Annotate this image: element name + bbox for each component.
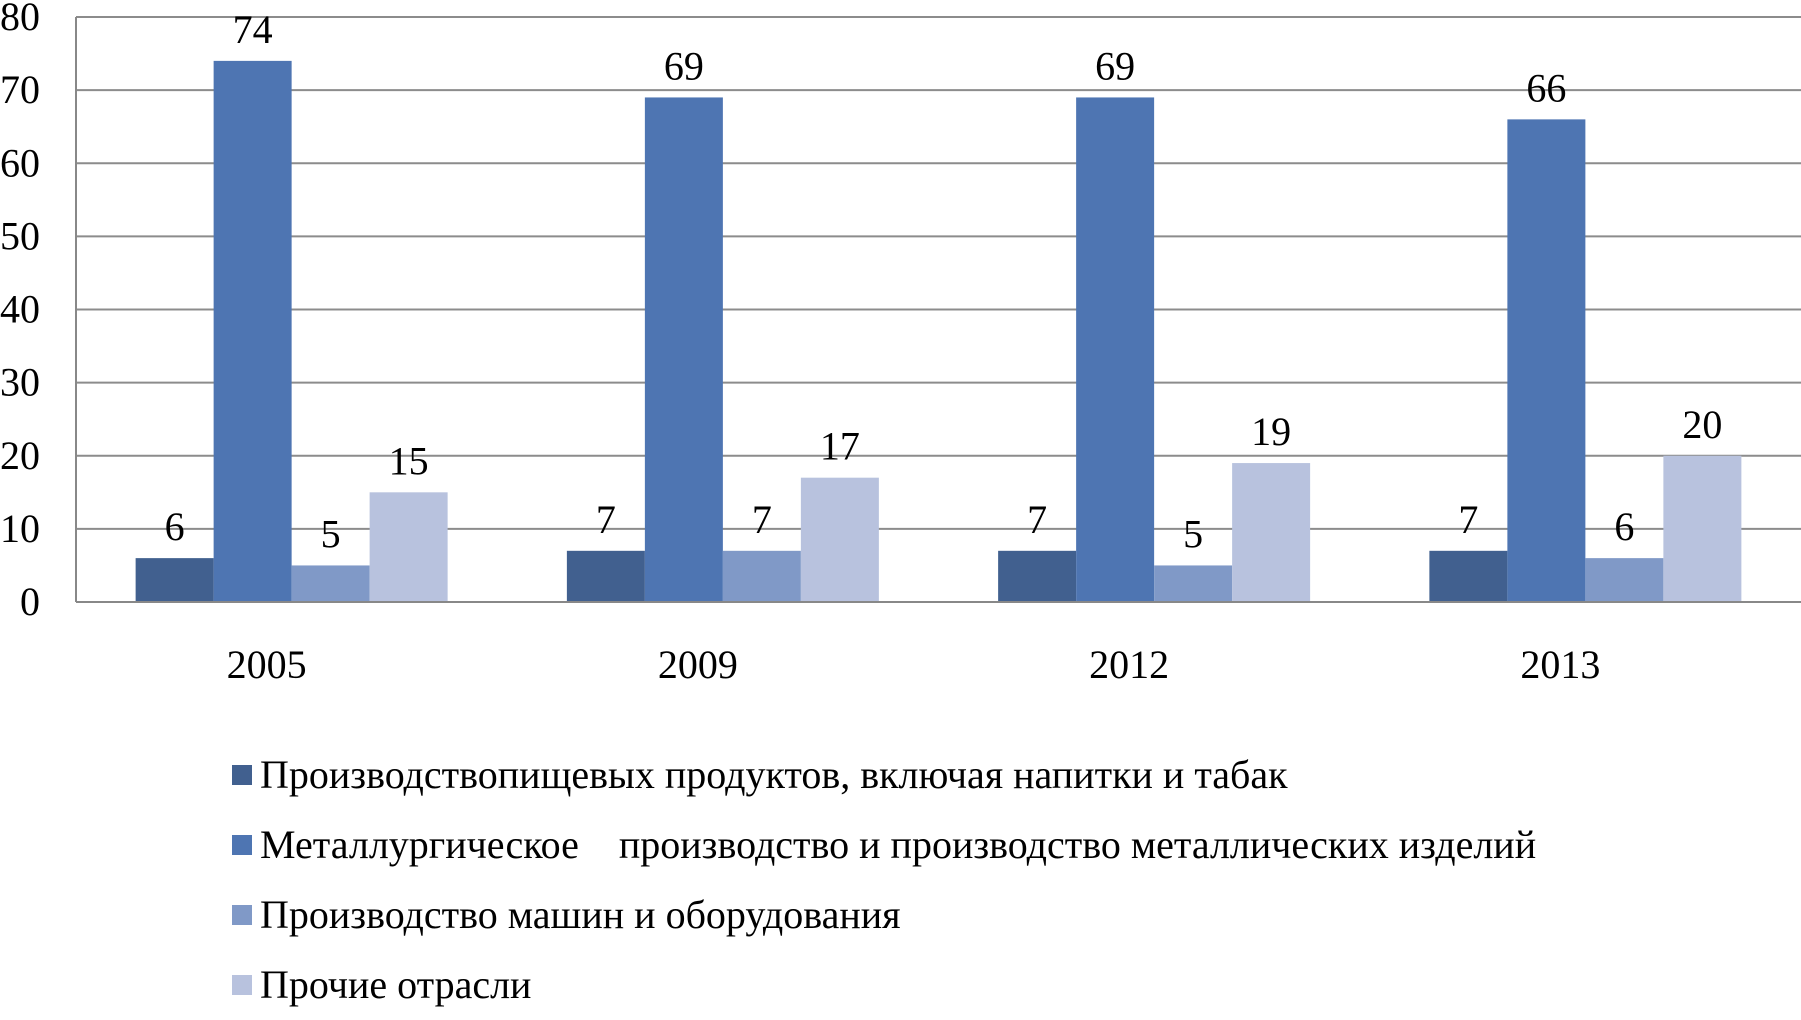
x-category-label-2005: 2005 xyxy=(227,642,307,687)
legend-item-machinery: Производство машин и оборудования xyxy=(232,880,1536,950)
y-tick-label-50: 50 xyxy=(0,213,40,258)
data-label-2013-series-4: 20 xyxy=(1682,402,1722,447)
bar-2013-series-3 xyxy=(1585,558,1664,602)
bar-2012-series-4 xyxy=(1232,463,1311,602)
data-label-2013-series-2: 66 xyxy=(1526,65,1566,110)
legend-swatch-other xyxy=(232,975,252,995)
bar-2005-series-4 xyxy=(369,492,448,602)
data-label-2005-series-1: 6 xyxy=(165,504,185,549)
data-label-2009-series-1: 7 xyxy=(596,497,616,542)
data-label-2013-series-1: 7 xyxy=(1458,497,1478,542)
x-category-label-2012: 2012 xyxy=(1089,642,1169,687)
bars xyxy=(135,60,1742,602)
bar-2012-series-1 xyxy=(998,550,1077,602)
legend-label-other: Прочие отрасли xyxy=(260,962,532,1007)
bar-2013-series-2 xyxy=(1507,119,1586,602)
bar-2005-series-3 xyxy=(291,565,370,602)
legend-swatch-metallurgy xyxy=(232,835,252,855)
bar-2009-series-1 xyxy=(566,550,645,602)
legend-label-food: Производствопищевых продуктов, включая н… xyxy=(260,752,1288,797)
data-label-2005-series-2: 74 xyxy=(233,7,273,52)
legend-item-metallurgy: Металлургическое производство и производ… xyxy=(232,810,1536,880)
bar-2013-series-1 xyxy=(1429,550,1508,602)
legend-swatch-machinery xyxy=(232,905,252,925)
y-axis-tick-labels: 0 10 20 30 40 50 60 70 80 xyxy=(0,0,40,624)
data-label-2012-series-1: 7 xyxy=(1027,497,1047,542)
data-label-2009-series-3: 7 xyxy=(752,497,772,542)
bar-2013-series-4 xyxy=(1663,455,1742,602)
data-label-2005-series-4: 15 xyxy=(389,438,429,483)
legend-swatch-food xyxy=(232,765,252,785)
data-label-2012-series-2: 69 xyxy=(1095,43,1135,88)
data-label-2013-series-3: 6 xyxy=(1614,504,1634,549)
y-tick-label-0: 0 xyxy=(20,579,40,624)
data-label-2012-series-4: 19 xyxy=(1251,409,1291,454)
y-tick-label-70: 70 xyxy=(0,67,40,112)
bar-2012-series-3 xyxy=(1154,565,1233,602)
data-label-2005-series-3: 5 xyxy=(321,511,341,556)
x-category-label-2009: 2009 xyxy=(658,642,738,687)
legend-label-machinery: Производство машин и оборудования xyxy=(260,892,901,937)
y-tick-label-20: 20 xyxy=(0,433,40,478)
y-tick-label-60: 60 xyxy=(0,140,40,185)
y-tick-label-30: 30 xyxy=(0,360,40,405)
bar-2005-series-2 xyxy=(213,60,292,602)
y-tick-label-40: 40 xyxy=(0,287,40,332)
data-label-2012-series-3: 5 xyxy=(1183,511,1203,556)
y-tick-label-80: 80 xyxy=(0,0,40,39)
bar-2009-series-3 xyxy=(722,550,801,602)
y-tick-label-10: 10 xyxy=(0,506,40,551)
legend-item-food: Производствопищевых продуктов, включая н… xyxy=(232,740,1536,810)
legend-item-other: Прочие отрасли xyxy=(232,950,1536,1020)
x-category-label-2013: 2013 xyxy=(1520,642,1600,687)
gridlines xyxy=(76,16,1801,530)
x-axis-category-labels: 2005 2009 2012 2013 xyxy=(227,642,1601,687)
data-label-2009-series-4: 17 xyxy=(820,424,860,469)
legend-label-metallurgy: Металлургическое производство и производ… xyxy=(260,822,1537,867)
legend: Производствопищевых продуктов, включая н… xyxy=(232,740,1536,1020)
data-label-2009-series-2: 69 xyxy=(664,43,704,88)
bar-2012-series-2 xyxy=(1076,97,1155,602)
bar-2009-series-2 xyxy=(644,97,723,602)
bar-2009-series-4 xyxy=(800,477,879,602)
bar-2005-series-1 xyxy=(135,558,214,602)
